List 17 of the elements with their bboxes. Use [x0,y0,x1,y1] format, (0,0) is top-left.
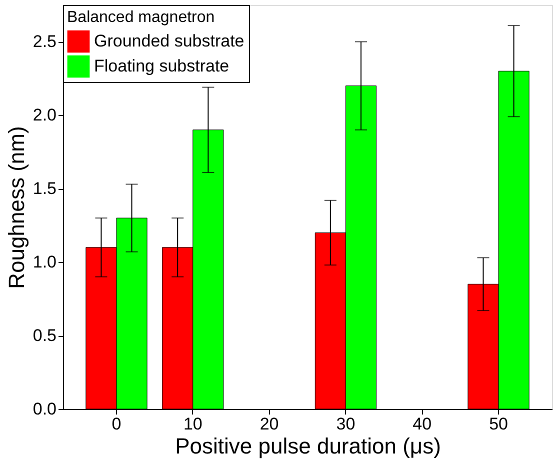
legend-label: Floating substrate [94,56,230,76]
y-tick-label: 0.0 [32,400,56,418]
y-axis-title: Roughness (nm) [4,126,29,289]
x-tick-label: 0 [112,414,122,434]
x-axis-title: Positive pulse duration (μs) [175,434,441,458]
y-tick-label: 1.5 [32,179,56,198]
y-tick-label: 2.5 [32,32,56,52]
legend-label: Grounded substrate [94,32,244,50]
y-tick-label: 2.0 [32,106,56,125]
x-tick-label: 20 [260,414,279,434]
x-tick-label: 10 [183,414,202,434]
x-tick-label: 40 [412,414,432,434]
y-tick-label: 0.5 [32,326,56,346]
legend-title: Balanced magnetron [67,9,215,26]
x-tick-label: 30 [336,414,356,434]
x-tick-label: 50 [489,414,508,434]
y-tick-label: 1.0 [32,252,56,272]
